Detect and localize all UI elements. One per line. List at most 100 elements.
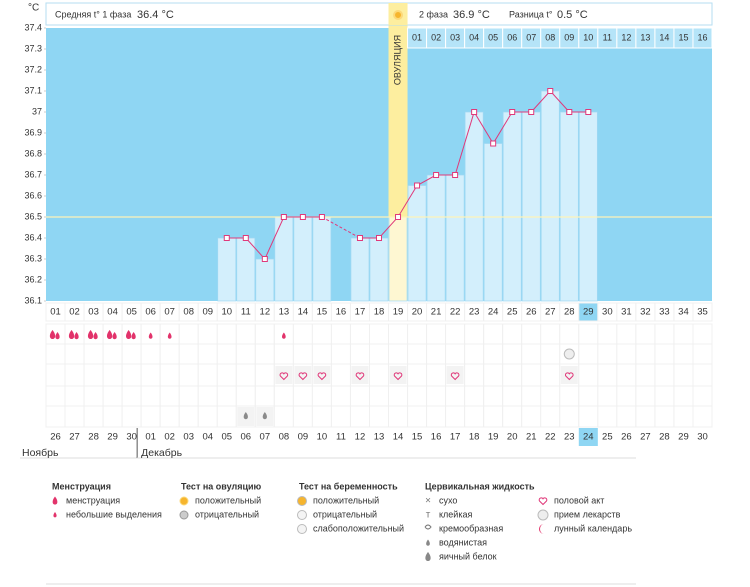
phase2-value: 36.9 °C [453, 9, 490, 21]
luteal-day-label: 14 [659, 32, 669, 42]
legend-item: положительный [313, 495, 379, 505]
grid-cell [121, 323, 142, 345]
gap-connector [321, 216, 361, 239]
temperature-bar [312, 216, 332, 302]
cycle-day-label: 20 [412, 307, 423, 318]
y-tick-label: 36.4 [24, 232, 42, 242]
cycle-day-label: 33 [659, 307, 670, 318]
temperature-bar [369, 237, 389, 302]
legend-item: клейкая [439, 509, 472, 519]
grid-cell [292, 343, 313, 365]
grid-cell [673, 385, 694, 407]
legend-item: сухо [439, 495, 457, 505]
grid-cell [445, 405, 466, 428]
legend-item: лунный календарь [554, 523, 632, 533]
grid-cell [673, 343, 694, 365]
grid-cell [540, 343, 561, 365]
grid-cell [388, 405, 409, 428]
luteal-day-label: 16 [697, 32, 707, 42]
grid-cell [368, 385, 390, 407]
grid-cell [578, 343, 599, 365]
date-label: 21 [526, 432, 537, 443]
cycle-day-label: 16 [336, 307, 347, 318]
y-tick-label: 37.3 [24, 43, 42, 53]
temperature-point [528, 109, 535, 115]
date-label: 02 [164, 432, 175, 443]
y-tick-label: 36.9 [24, 127, 42, 137]
date-label: 24 [583, 432, 594, 443]
grid-cell [426, 405, 447, 428]
grid-cell [559, 405, 580, 428]
grid-cell [635, 323, 656, 345]
grid-cell [426, 363, 447, 387]
legend-icon [179, 496, 189, 506]
grid-cell [368, 363, 390, 387]
grid-cell [464, 385, 485, 407]
grid-cell [140, 363, 161, 387]
grid-cell [483, 343, 504, 365]
grid-cell [64, 385, 85, 407]
temperature-bar [445, 174, 465, 302]
grid-cell [254, 385, 275, 407]
header-box [45, 2, 713, 26]
date-label: 16 [431, 432, 442, 443]
luteal-day-label: 06 [507, 32, 517, 42]
legend-icon [52, 496, 58, 505]
grid-cell [635, 405, 656, 428]
temperature-bar [521, 111, 541, 302]
grid-cell [407, 323, 428, 345]
legend-icon [297, 496, 307, 506]
cycle-day-label: 35 [697, 307, 708, 318]
grid-cell [159, 343, 180, 365]
grid-cell [102, 363, 123, 387]
month-label: Ноябрь [22, 447, 59, 459]
grid-cell [616, 323, 637, 345]
legend-item: прием лекарств [554, 509, 621, 519]
cycle-day-label: 17 [355, 307, 366, 318]
grid-cell [483, 405, 504, 428]
legend-item: половой акт [554, 495, 604, 505]
temperature-point [433, 172, 440, 178]
luteal-day-label: 15 [678, 32, 688, 42]
grid-cell [540, 385, 561, 407]
grid-cell [464, 363, 485, 387]
sex-cell [294, 366, 312, 384]
grid-cell [64, 323, 85, 345]
grid-cell [540, 405, 561, 428]
grid-cell [83, 343, 104, 365]
grid-cell [159, 385, 180, 407]
temperature-point [585, 109, 592, 115]
grid-cell [388, 343, 409, 365]
temperature-point [566, 109, 573, 115]
cycle-day-label: 11 [241, 307, 251, 318]
phase1-label: Средняя t° 1 фаза [55, 9, 131, 19]
luteal-day-label: 09 [564, 32, 574, 42]
sex-cell [351, 366, 369, 384]
legend-item: отрицательный [313, 509, 377, 519]
grid-cell [83, 405, 104, 428]
menstruation-mark [125, 330, 132, 339]
luteal-day-label: 05 [488, 32, 498, 42]
temperature-bar [540, 90, 560, 302]
grid-cell [330, 343, 351, 365]
temperature-point [356, 235, 363, 241]
luteal-day-label: 08 [545, 32, 555, 42]
grid-cell [426, 343, 447, 365]
grid-cell [597, 385, 618, 407]
grid-cell [235, 343, 256, 365]
grid-cell [654, 363, 675, 387]
grid-cell [464, 323, 485, 345]
cycle-day-label: 01 [50, 307, 61, 318]
luteal-day-label: 07 [526, 32, 536, 42]
grid-cell [311, 323, 332, 345]
grid-cell [102, 323, 123, 345]
grid-cell [597, 323, 618, 345]
legend-icon [179, 510, 189, 520]
temperature-point [509, 109, 516, 115]
y-tick-label: 37.1 [24, 85, 42, 95]
date-label: 06 [241, 432, 252, 443]
temperature-point [471, 109, 478, 115]
grid-cell [235, 323, 256, 345]
grid-cell [121, 363, 142, 387]
cycle-day-label: 14 [298, 307, 309, 318]
